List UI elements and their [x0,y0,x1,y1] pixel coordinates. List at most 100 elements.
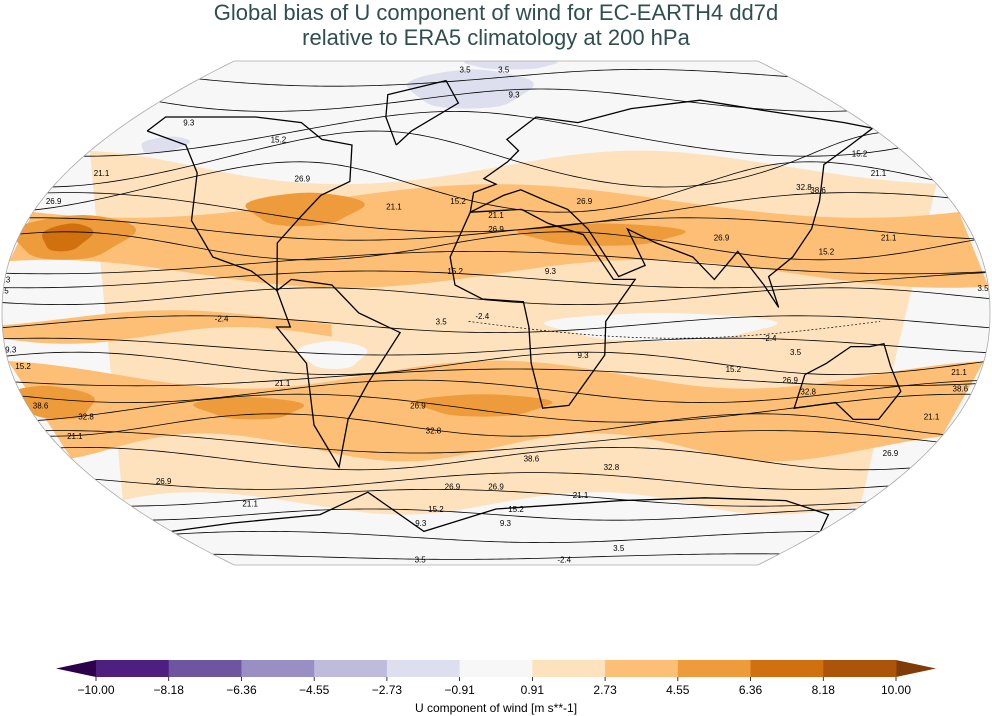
contour-label: 15.2 [508,505,524,514]
contour-label: 26.9 [410,401,426,410]
contour-label: 15.2 [450,197,466,206]
fill-dark-orange [413,394,553,417]
contour-line-negative [468,321,881,339]
coastline [793,343,902,421]
colorbar-tick-label: 2.73 [593,683,617,697]
contour-line [34,161,934,213]
contour-label: 15.2 [852,149,868,158]
fill-orange-equator [2,310,332,344]
contour-label: 3.5 [459,65,471,74]
contour-label: 26.9 [46,197,62,206]
contour-label: 3.5 [0,287,9,296]
colorbar: −10.00 −8.18 −6.36 −4.55 −2.73 −0.91 0.91 2.73 4… [56,660,936,715]
contour-label: 9.3 [183,119,195,128]
colorbar-tick-label: −6.36 [226,683,257,697]
contour-label: 32.8 [796,183,812,192]
contour-label: 21.1 [242,499,258,508]
colorbar-tick-label: 8.18 [812,683,836,697]
contour-line [83,111,899,157]
contour-label: 3.5 [436,317,448,326]
contour-label: 3.5 [498,65,510,74]
contour-line [50,413,944,437]
contour-line [52,130,879,188]
colorbar-bin [823,660,897,677]
contour-line [3,270,986,289]
contour-line [212,553,780,560]
fill-light-purple [463,61,558,70]
coastline [385,79,460,146]
contour-label: -2.4 [763,334,777,343]
contour-label: 26.9 [488,483,504,492]
contour-label: -2.4 [557,555,571,564]
contour-line [176,530,821,543]
colorbar-tick-label: 6.36 [739,683,763,697]
contour-label: 26.9 [883,449,899,458]
colorbar-tick-label: −8.18 [154,683,185,697]
contour-label: 15.2 [15,362,31,371]
fill-neutral-patch [544,313,778,341]
contour-label: 9.3 [545,267,557,276]
colorbar-tick-label: −4.55 [299,683,330,697]
coastline [146,116,353,292]
fill-light-purple [406,69,534,109]
contour-label: 15.2 [726,365,742,374]
bias-fill-layer [2,61,990,565]
contour-label: 3.5 [790,348,802,357]
contour-label: 38.6 [33,401,49,410]
contour-line [159,88,848,112]
contour-label: 26.9 [782,376,798,385]
contour-line [5,251,986,275]
coastline-layer [146,79,902,533]
contour-line [131,489,867,507]
contour-label: 9.3 [500,519,512,528]
colorbar-bin [168,660,242,677]
colorbar-extend-high [896,660,936,677]
fill-dark-orange [245,192,365,227]
contour-label: 21.1 [386,203,402,212]
contour-label: 15.2 [428,505,444,514]
contour-label: 15.2 [447,267,463,276]
contour-label: 38.6 [953,385,969,394]
fill-neutral-patch [297,341,368,369]
contour-label: 21.1 [488,211,504,220]
contour-label: 9.3 [0,275,11,284]
colorbar-bin [750,660,824,677]
contour-label: 21.1 [924,413,940,422]
fill-light-purple [141,136,190,154]
contour-label: 26.9 [488,225,504,234]
contour-label: 32.8 [604,463,620,472]
contour-line [3,337,987,356]
contour-label: 15.2 [271,135,287,144]
colorbar-bin [386,660,461,677]
contour-label: 9.3 [415,519,427,528]
contour-label: 26.9 [445,483,461,492]
title-line-1: Global bias of U component of wind for E… [213,0,779,25]
colorbar-bin [314,660,388,677]
colorbar-tick-label: 0.91 [521,683,545,697]
contour-label: 15.2 [819,247,835,256]
contour-label: 3.5 [613,544,625,553]
colorbar-bin [459,660,533,677]
colorbar-bin [96,660,170,677]
colorbar-tick-label: −2.73 [372,683,403,697]
colorbar-tick-label: −10.00 [77,683,114,697]
fill-darker-orange [42,223,94,252]
map-boundary [1,60,991,566]
map-plot: 3.5 3.59.39.315.221.126.926.921.115.221.1… [0,60,991,566]
colorbar-bin [605,660,679,677]
contour-label: 9.3 [577,351,589,360]
contour-label: 32.8 [78,413,94,422]
contour-line [199,69,789,87]
contour-line [94,472,889,490]
contour-label: 9.3 [5,345,17,354]
contour-label-layer: 3.5 3.59.39.315.221.126.926.921.115.221.1… [0,65,989,564]
colorbar-bin [241,660,315,677]
map-content: 3.5 3.59.39.315.221.126.926.921.115.221.1… [0,61,990,565]
colorbar-extend-low [56,660,96,677]
contour-label: 21.1 [881,233,897,242]
contour-label: 26.9 [577,197,593,206]
contour-label: 32.8 [800,387,816,396]
contour-label: -2.4 [215,315,229,324]
colorbar-tick-label: 10.00 [881,683,911,697]
contour-layer [2,69,990,560]
